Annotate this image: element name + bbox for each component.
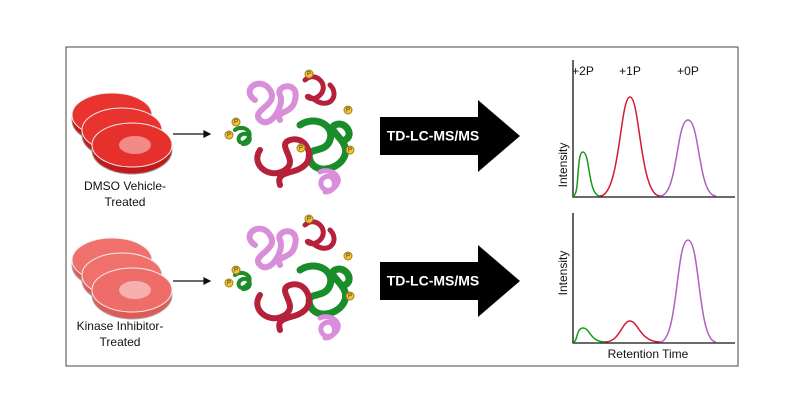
big-arrow <box>380 245 520 317</box>
phospho-label: P <box>234 120 238 126</box>
peak-label: +1P <box>619 64 641 78</box>
peak <box>659 239 717 343</box>
y-axis-label: Intensity <box>556 251 570 296</box>
phospho-label: P <box>348 294 352 300</box>
phospho-label: P <box>234 268 238 274</box>
phospho-label: P <box>227 281 231 287</box>
condition-label: Treated <box>105 195 146 209</box>
peak <box>659 119 717 197</box>
phospho-label: P <box>299 146 303 152</box>
condition-label: Kinase Inhibitor- <box>77 319 164 333</box>
phospho-label: P <box>346 108 350 114</box>
peak <box>572 151 601 197</box>
peak <box>599 96 661 197</box>
plot-top: +2P +1P +0P Intensity <box>556 60 735 198</box>
phospho-label: P <box>227 133 231 139</box>
method-label: TD-LC-MS/MS <box>387 273 480 289</box>
phospho-label: P <box>346 254 350 260</box>
peak <box>572 327 606 343</box>
frame <box>65 46 739 367</box>
petri-dishes-bottom <box>71 237 173 320</box>
big-arrow <box>380 100 520 172</box>
y-axis-label: Intensity <box>556 143 570 188</box>
small-arrows <box>173 130 212 285</box>
petri-dishes-top <box>71 92 173 175</box>
condition-label: DMSO Vehicle- <box>84 179 166 193</box>
phospho-markers: P P P P P P P P P P P <box>224 69 355 301</box>
plot-bottom: Intensity Retention Time <box>556 213 735 361</box>
peak-label: +0P <box>677 64 699 78</box>
peak-label: +2P <box>572 64 594 78</box>
method-label: TD-LC-MS/MS <box>387 128 480 144</box>
phospho-label: P <box>307 72 311 78</box>
condition-label: Treated <box>100 335 141 349</box>
proteins-bottom <box>233 219 353 341</box>
axes <box>572 213 735 344</box>
x-axis-label: Retention Time <box>608 347 689 361</box>
proteins-top <box>233 74 353 195</box>
peak <box>604 320 661 343</box>
phospho-label: P <box>307 217 311 223</box>
phospho-label: P <box>348 148 352 154</box>
axes <box>572 60 735 198</box>
